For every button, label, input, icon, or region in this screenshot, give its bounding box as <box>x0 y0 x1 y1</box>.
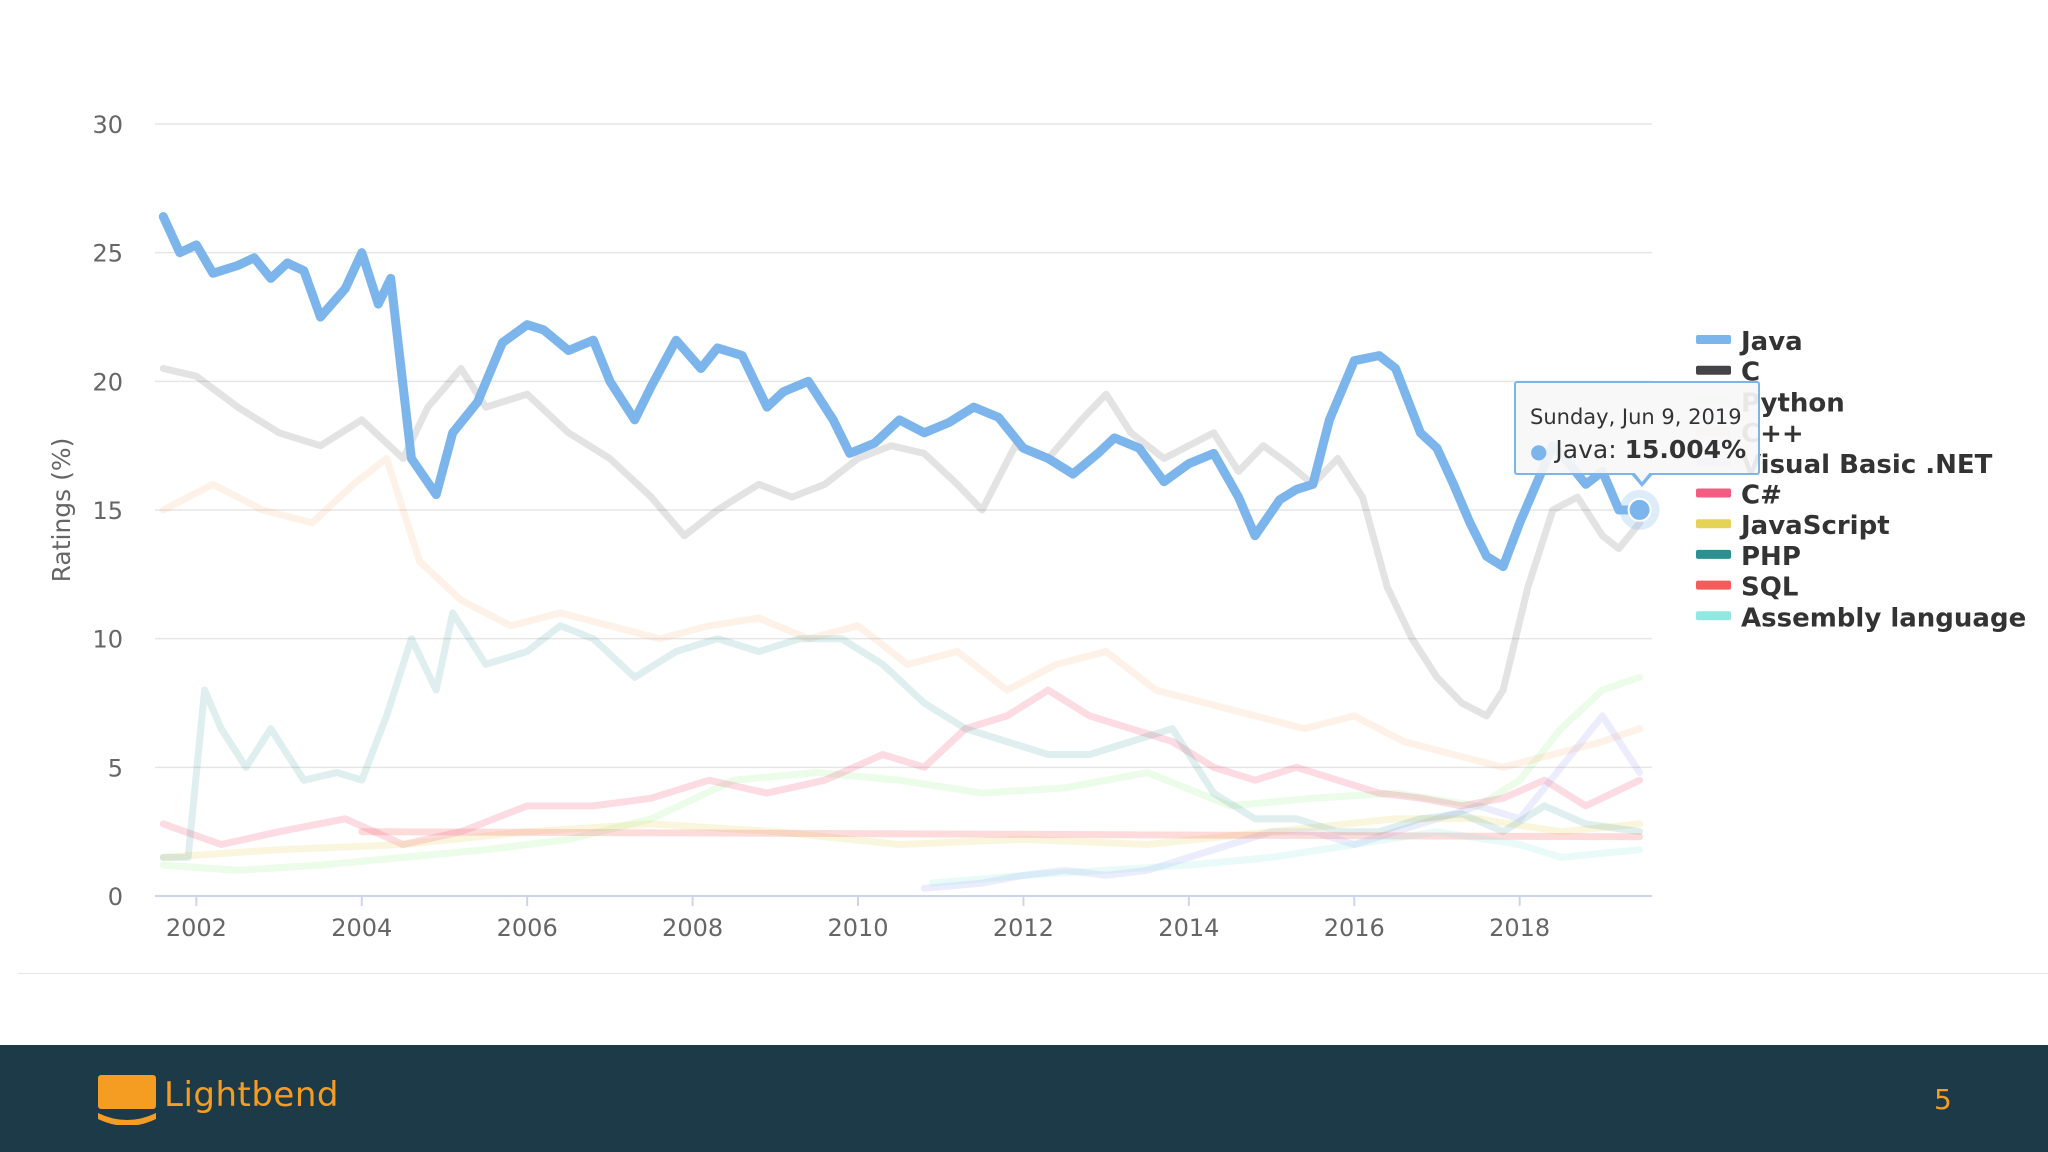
series-line-javascript <box>159 815 1644 861</box>
series-line-python <box>159 673 1644 874</box>
series-line-sql <box>358 828 1644 841</box>
slide-divider <box>18 973 2048 974</box>
legend-item-c[interactable]: C <box>1741 358 1760 388</box>
x-tick-label: 2016 <box>1324 914 1385 942</box>
tooltip-colon: : <box>1608 435 1625 464</box>
y-tick-label: 15 <box>92 497 123 525</box>
tooltip-date: Sunday, Jun 9, 2019 <box>1530 405 1742 429</box>
legend-item-java[interactable]: Java <box>1739 327 1803 357</box>
legend-item-assembly-language[interactable]: Assembly language <box>1741 603 2026 633</box>
x-tick-label: 2010 <box>827 914 888 942</box>
series-line-assembly-language <box>928 828 1644 887</box>
x-tick-label: 2018 <box>1489 914 1550 942</box>
y-tick-label: 25 <box>92 240 123 268</box>
legend-item-sql[interactable]: SQL <box>1741 573 1798 603</box>
x-tick-label: 2014 <box>1158 914 1219 942</box>
series-line-visual-basic-net <box>920 712 1644 892</box>
y-tick-label: 10 <box>92 626 123 654</box>
legend-swatch <box>1696 488 1731 498</box>
x-tick-label: 2008 <box>662 914 723 942</box>
y-tick-label: 20 <box>92 368 123 396</box>
legend-swatch <box>1696 580 1731 590</box>
brand-name: Lightbend <box>164 1075 339 1115</box>
legend-swatch <box>1696 519 1731 529</box>
legend-swatch <box>1696 549 1731 559</box>
series-line-php <box>159 609 1644 861</box>
y-axis-label: Ratings (%) <box>47 438 76 583</box>
line-chart: 0 5 10 15 20 25 30 2002 2004 2006 2008 2010 2012 201… <box>47 111 2026 942</box>
slide-footer: Lightbend 5 <box>0 1045 2048 1152</box>
series-line-c- <box>159 686 1644 848</box>
legend-swatch <box>1696 611 1731 621</box>
series-lines <box>158 212 1645 892</box>
tooltip-series-name: Java <box>1555 435 1609 464</box>
y-axis-tick-labels: 0 5 10 15 20 25 30 <box>92 111 123 911</box>
x-tick-label: 2002 <box>166 914 227 942</box>
legend-item-javascript[interactable]: JavaScript <box>1739 511 1890 541</box>
y-tick-label: 0 <box>108 883 123 911</box>
tooltip: Sunday, Jun 9, 2019 ● Java: 15.004% <box>1514 381 1760 475</box>
tooltip-value-line: ● Java: 15.004% <box>1530 435 1746 464</box>
y-tick-label: 5 <box>108 754 123 782</box>
tooltip-caret-inner <box>1633 471 1651 482</box>
page-number: 5 <box>1934 1083 1952 1116</box>
legend-item-php[interactable]: PHP <box>1741 542 1801 572</box>
x-tick-label: 2004 <box>331 914 392 942</box>
x-axis-tick-labels: 2002 2004 2006 2008 2010 2012 2014 2016 2018 <box>166 896 1550 942</box>
hover-marker[interactable] <box>1627 497 1652 522</box>
series-line-java <box>158 212 1645 572</box>
legend-item-c-[interactable]: C# <box>1741 481 1782 511</box>
y-tick-label: 30 <box>92 111 123 139</box>
legend-item-visual-basic-net[interactable]: Visual Basic .NET <box>1741 450 1993 480</box>
hover-point[interactable] <box>1619 489 1660 530</box>
tooltip-series-dot-icon: ● <box>1530 439 1548 463</box>
legend-swatch <box>1696 365 1731 375</box>
series-line-c- <box>159 455 1644 771</box>
lightbend-logo-icon <box>98 1075 156 1125</box>
x-tick-label: 2012 <box>993 914 1054 942</box>
legend-swatch <box>1696 335 1731 344</box>
tooltip-value: 15.004% <box>1624 435 1747 464</box>
x-tick-label: 2006 <box>497 914 558 942</box>
